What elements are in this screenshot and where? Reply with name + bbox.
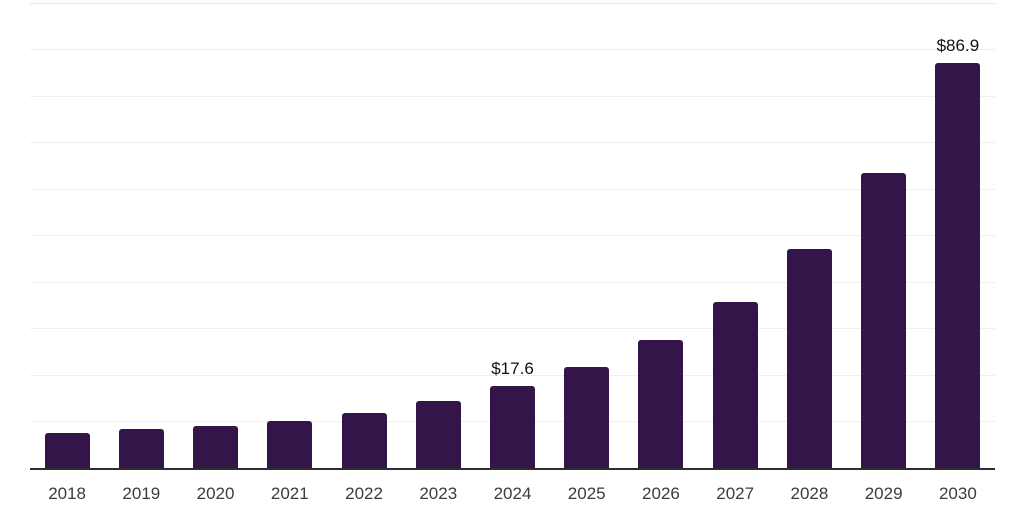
gridline-30 (30, 328, 995, 330)
gridline-40 (30, 281, 995, 283)
x-tick-label-2024: 2024 (493, 484, 532, 503)
bar-2026 (638, 340, 684, 468)
bar-2029 (861, 173, 907, 468)
gridline-70 (30, 142, 995, 144)
x-tick-label-2022: 2022 (345, 484, 383, 503)
gridline-50 (30, 235, 995, 237)
bar-value-label-2024: $17.6 (491, 359, 534, 378)
x-tick-label-2025: 2025 (567, 484, 606, 503)
x-tick-label-2026: 2026 (642, 484, 680, 503)
gridline-100 (30, 2, 995, 4)
x-tick-label-2028: 2028 (790, 484, 829, 503)
bar-2023 (415, 401, 461, 468)
x-tick-label-2027: 2027 (716, 484, 755, 503)
bar-2030 (935, 63, 981, 468)
gridline-90 (30, 49, 995, 51)
bar-2022 (341, 413, 387, 468)
bar-2021 (267, 421, 313, 468)
gridline-80 (30, 95, 995, 97)
x-tick-label-2030: 2030 (938, 484, 977, 503)
bar-2028 (786, 249, 832, 468)
bar-2027 (712, 302, 758, 468)
bar-2019 (118, 429, 164, 468)
x-tick-label-2018: 2018 (48, 484, 87, 503)
x-tick-label-2029: 2029 (864, 484, 903, 503)
bar-2025 (564, 367, 610, 468)
x-axis-line (30, 468, 995, 470)
x-tick-label-2021: 2021 (270, 484, 309, 503)
bar-2020 (193, 426, 239, 468)
bar-2024 (490, 386, 535, 468)
x-tick-label-2020: 2020 (196, 484, 235, 503)
x-tick-label-2019: 2019 (122, 484, 161, 503)
gridline-20 (30, 374, 995, 376)
gridline-60 (30, 188, 995, 190)
bar-value-label-2030: $86.9 (936, 36, 980, 55)
bar-2018 (44, 433, 90, 468)
x-tick-label-2023: 2023 (419, 484, 458, 503)
